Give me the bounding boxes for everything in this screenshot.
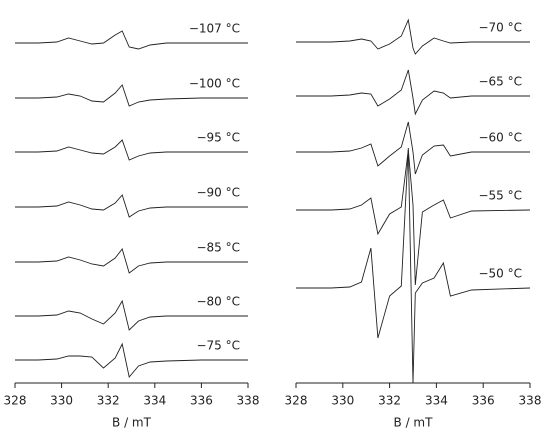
trace-label: −107 °C bbox=[189, 22, 240, 36]
spectrum-trace bbox=[296, 149, 531, 286]
spectrum-trace bbox=[296, 147, 531, 384]
spectrum-trace bbox=[296, 69, 530, 116]
trace-label: −65 °C bbox=[478, 75, 522, 89]
trace-label: −60 °C bbox=[478, 131, 522, 145]
x-tick-label: 336 bbox=[472, 394, 495, 408]
trace-label: −90 °C bbox=[196, 186, 240, 200]
spectrum-trace bbox=[15, 342, 248, 378]
x-tick-label: 338 bbox=[519, 394, 542, 408]
spectrum-trace bbox=[15, 299, 248, 331]
x-tick-label: 334 bbox=[425, 394, 448, 408]
x-tick-label: 334 bbox=[143, 394, 166, 408]
trace-label: −85 °C bbox=[196, 241, 240, 255]
trace-label: −70 °C bbox=[478, 21, 522, 35]
x-tick-label: 328 bbox=[4, 394, 27, 408]
spectrum-trace bbox=[296, 18, 530, 55]
trace-label: −95 °C bbox=[196, 131, 240, 145]
x-tick-label: 330 bbox=[331, 394, 354, 408]
spectrum-trace bbox=[15, 30, 248, 50]
spectrum-trace bbox=[15, 194, 248, 218]
spectrum-trace bbox=[15, 84, 248, 107]
spectrum-trace bbox=[15, 139, 248, 161]
x-tick-label: 338 bbox=[237, 394, 260, 408]
x-axis-label: B / mT bbox=[112, 416, 152, 430]
trace-label: −55 °C bbox=[478, 189, 522, 203]
spectrum-trace bbox=[15, 248, 248, 274]
x-tick-label: 330 bbox=[50, 394, 73, 408]
x-axis-label: B / mT bbox=[394, 416, 434, 430]
x-tick-label: 332 bbox=[378, 394, 401, 408]
trace-label: −75 °C bbox=[196, 339, 240, 353]
trace-label: −100 °C bbox=[189, 77, 240, 91]
trace-label: −50 °C bbox=[478, 267, 522, 281]
x-tick-label: 332 bbox=[97, 394, 120, 408]
x-tick-label: 336 bbox=[190, 394, 213, 408]
trace-label: −80 °C bbox=[196, 295, 240, 309]
x-tick-label: 328 bbox=[285, 394, 308, 408]
spectrum-trace bbox=[296, 121, 530, 175]
